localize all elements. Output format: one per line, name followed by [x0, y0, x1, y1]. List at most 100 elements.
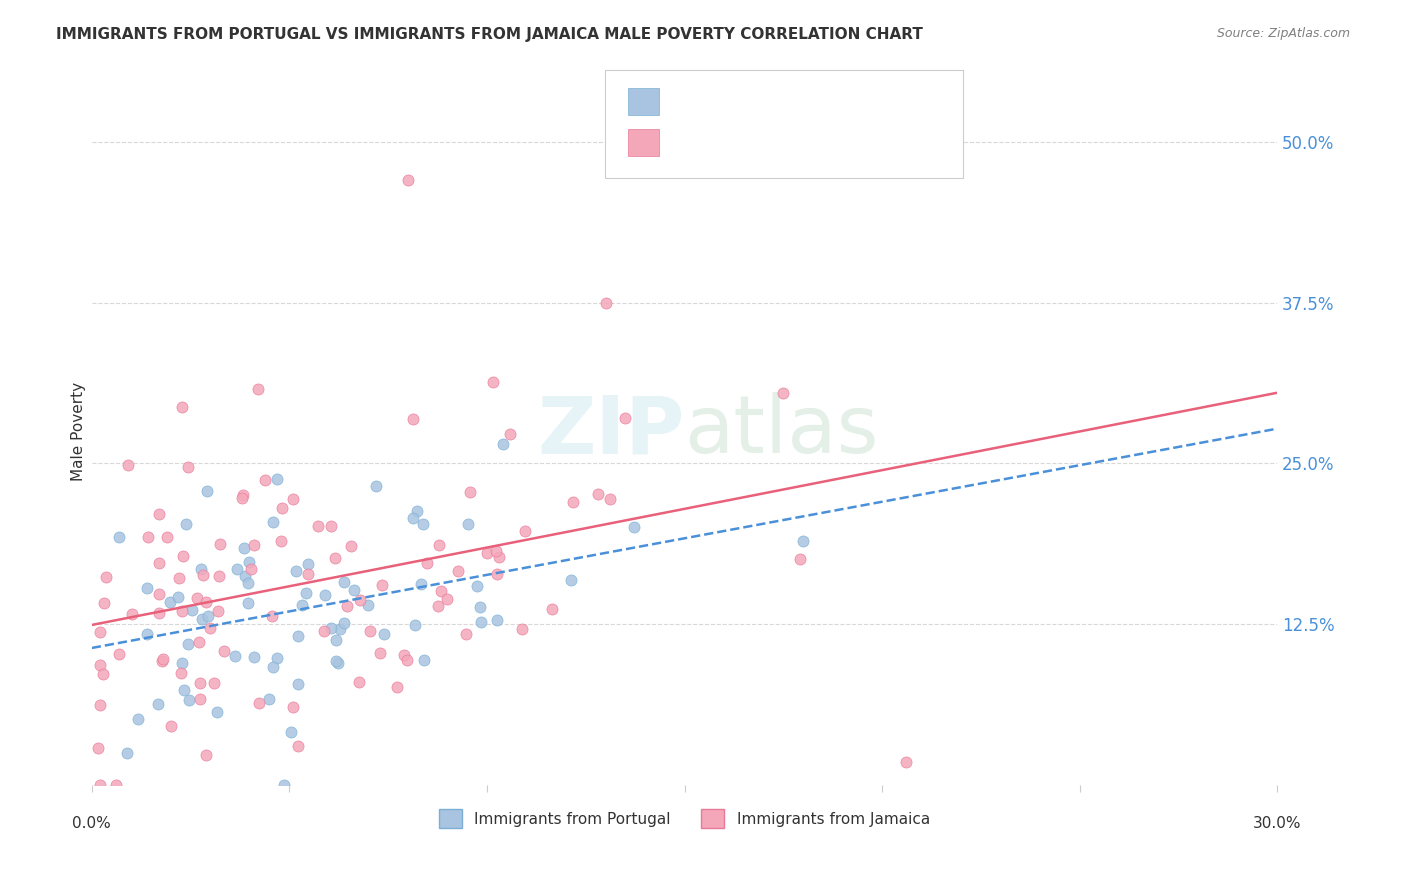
Point: [321, 519, 343, 533]
Point: [150, 654, 173, 668]
Point: [475, 546, 498, 560]
Text: 30.0%: 30.0%: [1253, 815, 1302, 830]
Point: [485, 567, 508, 582]
Point: [562, 495, 585, 509]
Point: [485, 614, 508, 628]
Point: [232, 541, 254, 556]
Point: [340, 540, 363, 554]
Point: [239, 562, 262, 576]
Text: 0.0%: 0.0%: [73, 815, 111, 830]
Point: [194, 595, 217, 609]
Point: [371, 578, 394, 592]
Point: [202, 675, 225, 690]
Point: [314, 589, 336, 603]
Point: [172, 656, 194, 670]
Text: N =: N =: [785, 95, 839, 109]
Point: [148, 508, 170, 522]
Point: [492, 436, 515, 450]
Point: [108, 648, 131, 662]
Point: [127, 712, 149, 726]
Point: [200, 621, 222, 635]
Point: [146, 697, 169, 711]
Point: [117, 458, 139, 472]
Point: [307, 519, 329, 533]
Point: [413, 653, 436, 667]
Point: [323, 550, 346, 565]
Point: [89, 698, 111, 713]
Point: [359, 624, 381, 638]
Point: [257, 691, 280, 706]
Point: [236, 596, 259, 610]
Point: [294, 586, 316, 600]
Point: [595, 295, 617, 310]
Point: [172, 604, 194, 618]
Point: [333, 615, 356, 630]
Point: [195, 483, 218, 498]
Point: [159, 594, 181, 608]
Point: [94, 569, 117, 583]
Point: [207, 604, 229, 618]
Point: [148, 587, 170, 601]
Point: [436, 592, 458, 607]
Point: [349, 592, 371, 607]
Point: [115, 746, 138, 760]
Point: [280, 724, 302, 739]
Point: [108, 530, 131, 544]
Point: [121, 607, 143, 621]
Point: [174, 516, 197, 531]
Point: [188, 691, 211, 706]
Point: [262, 515, 284, 529]
Point: [188, 676, 211, 690]
Point: [325, 633, 347, 648]
Point: [447, 565, 470, 579]
Point: [156, 530, 179, 544]
Point: [266, 651, 288, 665]
Point: [247, 696, 270, 710]
Point: [172, 400, 194, 414]
Point: [297, 566, 319, 581]
Point: [253, 473, 276, 487]
Point: [329, 622, 352, 636]
Point: [232, 488, 254, 502]
Point: [177, 693, 200, 707]
Point: [176, 637, 198, 651]
Text: 0.183: 0.183: [727, 136, 772, 150]
Point: [148, 556, 170, 570]
Point: [540, 601, 562, 615]
Point: [314, 624, 336, 639]
Point: [368, 646, 391, 660]
Point: [270, 533, 292, 548]
Point: [89, 658, 111, 673]
Point: [396, 653, 419, 667]
Point: [148, 607, 170, 621]
Point: [468, 600, 491, 615]
Point: [167, 571, 190, 585]
Text: N =: N =: [785, 136, 839, 150]
Point: [336, 599, 359, 614]
Point: [402, 510, 425, 524]
Y-axis label: Male Poverty: Male Poverty: [72, 382, 86, 481]
Point: [792, 533, 814, 548]
Point: [136, 530, 159, 544]
Point: [513, 524, 536, 539]
Point: [273, 778, 295, 792]
Point: [385, 680, 408, 694]
Point: [347, 675, 370, 690]
Point: [623, 520, 645, 534]
Point: [212, 644, 235, 658]
Point: [287, 676, 309, 690]
Point: [191, 568, 214, 582]
Point: [281, 491, 304, 506]
Point: [191, 611, 214, 625]
Point: [789, 552, 811, 566]
Point: [512, 622, 534, 636]
Point: [457, 516, 479, 531]
Text: 67: 67: [858, 95, 876, 109]
Point: [181, 603, 204, 617]
Point: [271, 500, 294, 515]
Point: [266, 472, 288, 486]
Point: [499, 426, 522, 441]
Point: [231, 491, 253, 505]
Text: ZIP: ZIP: [537, 392, 685, 470]
Point: [262, 660, 284, 674]
